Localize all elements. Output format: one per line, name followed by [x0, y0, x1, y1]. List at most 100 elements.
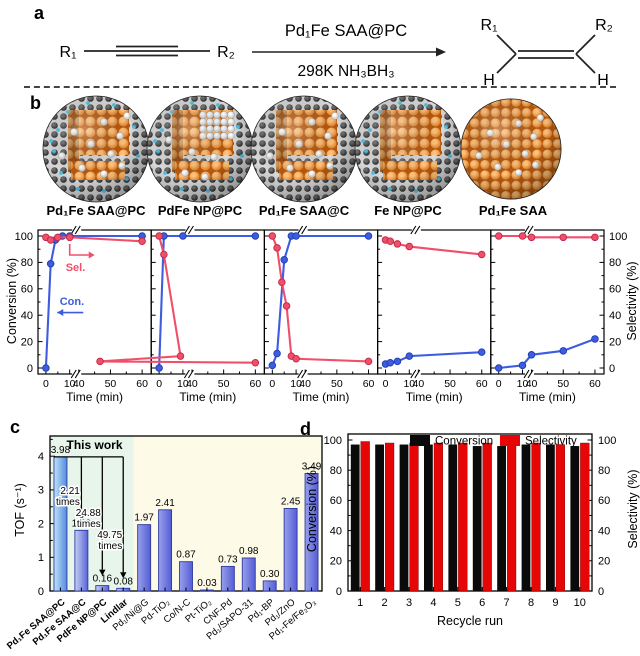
selectivity-bar — [580, 442, 590, 592]
svg-text:10: 10 — [517, 378, 529, 390]
reaction-scheme: R₁ R₂ Pd₁Fe SAA@PC 298K NH₃BH₃ R₁ R₂ H H — [60, 17, 613, 86]
tof-bars — [53, 456, 319, 592]
bar-Pd₁/SAPO-31 — [241, 557, 256, 592]
svg-text:0: 0 — [383, 378, 389, 390]
selectivity-bar — [384, 442, 395, 592]
catalyst-label-5: Pd₁Fe SAA — [478, 203, 548, 218]
bar-Pd₁/Ni@G — [137, 524, 152, 592]
d-yaxis-left-label: Conversion (%) — [305, 465, 319, 553]
svg-text:9: 9 — [552, 597, 558, 609]
selectivity-bar — [531, 442, 541, 592]
conversion-bar — [350, 444, 360, 591]
series-conversion — [498, 337, 596, 370]
svg-text:1: 1 — [38, 552, 44, 564]
svg-text:times: times — [98, 541, 122, 552]
nanoparticle-model-pd1fe-saa — [459, 97, 569, 207]
conversion-bar — [424, 444, 433, 591]
svg-text:10: 10 — [64, 378, 76, 390]
svg-text:80: 80 — [330, 465, 342, 477]
svg-text:Sel.: Sel. — [66, 262, 86, 274]
svg-text:40: 40 — [413, 378, 425, 390]
svg-text:100: 100 — [598, 435, 616, 447]
catalyst-label-4: Fe NP@PC — [374, 203, 442, 218]
conversion-bar — [399, 444, 409, 591]
svg-text:40: 40 — [330, 525, 342, 537]
nanoparticle-model-fe-np-pc — [353, 94, 463, 204]
svg-text:Time (min): Time (min) — [66, 390, 123, 404]
separator — [24, 86, 616, 88]
reaction-conditions: 298K NH₃BH₃ — [297, 63, 394, 80]
nanoparticle-model-pd1fe-saa-c — [249, 94, 359, 204]
svg-text:times: times — [56, 497, 80, 508]
series-conversion — [158, 234, 256, 369]
svg-text:7: 7 — [504, 597, 510, 609]
fold-arrow-icon — [99, 569, 106, 576]
svg-text:20: 20 — [21, 336, 33, 348]
svg-text:60: 60 — [609, 284, 621, 296]
svg-text:4: 4 — [430, 597, 436, 609]
this-work-label: This work — [66, 438, 123, 452]
svg-text:Time (min): Time (min) — [519, 390, 576, 404]
svg-text:3: 3 — [406, 597, 412, 609]
conversion-bar — [472, 446, 482, 591]
svg-text:6: 6 — [479, 597, 485, 609]
svg-text:8: 8 — [528, 597, 534, 609]
svg-text:0: 0 — [598, 586, 604, 598]
panel-a-label: a — [34, 3, 45, 23]
svg-text:0: 0 — [269, 378, 275, 390]
conversion-bar — [570, 446, 580, 591]
svg-text:40: 40 — [526, 378, 538, 390]
svg-text:0: 0 — [43, 378, 49, 390]
selectivity-bar — [482, 442, 492, 592]
svg-text:60: 60 — [330, 495, 342, 507]
panel-b-label: b — [30, 93, 41, 113]
svg-text:60: 60 — [363, 378, 375, 390]
svg-text:100: 100 — [15, 231, 33, 243]
svg-text:20: 20 — [609, 336, 621, 348]
svg-text:60: 60 — [21, 284, 33, 296]
svg-text:24.88: 24.88 — [76, 508, 101, 519]
svg-text:2: 2 — [382, 597, 388, 609]
product-r2-label: R₂ — [595, 17, 613, 34]
svg-text:50: 50 — [444, 378, 456, 390]
selectivity-bar — [506, 444, 517, 592]
svg-text:0: 0 — [156, 378, 162, 390]
svg-text:5: 5 — [455, 597, 461, 609]
svg-text:2.21: 2.21 — [60, 486, 80, 497]
svg-text:40: 40 — [299, 378, 311, 390]
catalyst-label-2: PdFe NP@PC — [157, 203, 243, 218]
svg-text:60: 60 — [589, 378, 601, 390]
svg-text:1.97: 1.97 — [134, 513, 154, 524]
recycle-bar-chart: 0 0 20 20 40 40 60 60 80 80 100 100 1 2 3 4 5 6 7 8 9 10 Recyc… — [324, 433, 616, 628]
svg-text:0.87: 0.87 — [176, 550, 196, 561]
svg-text:1.80: 1.80 — [72, 518, 92, 529]
cis-alkene-product — [496, 34, 596, 74]
svg-text:40: 40 — [186, 378, 198, 390]
svg-text:0.30: 0.30 — [260, 569, 280, 580]
svg-text:Time (min): Time (min) — [293, 390, 350, 404]
svg-text:50: 50 — [218, 378, 230, 390]
c-yaxis-label: TOF (s⁻¹) — [13, 483, 27, 537]
bar-Pd₁/ZnO — [283, 507, 298, 592]
svg-text:40: 40 — [21, 310, 33, 322]
catalyst-label-3: Pd₁Fe SAA@C — [258, 203, 350, 218]
reaction-arrowhead-icon — [436, 47, 446, 57]
product-h2-label: H — [597, 72, 609, 86]
series-conversion — [271, 234, 369, 366]
reactant-r1-label: R₁ — [60, 44, 77, 61]
svg-text:Selectivity: Selectivity — [525, 436, 577, 448]
svg-text:10: 10 — [403, 378, 415, 390]
svg-text:4: 4 — [38, 451, 44, 463]
svg-text:60: 60 — [136, 378, 148, 390]
svg-text:Recycle run: Recycle run — [437, 614, 503, 628]
svg-text:80: 80 — [21, 257, 33, 269]
panel-c-label: c — [10, 417, 21, 437]
svg-text:times: times — [77, 519, 101, 530]
panel-d-label: d — [300, 419, 311, 439]
svg-text:0: 0 — [609, 363, 615, 375]
bar-Pd₁Fe SAA@C — [74, 529, 89, 592]
